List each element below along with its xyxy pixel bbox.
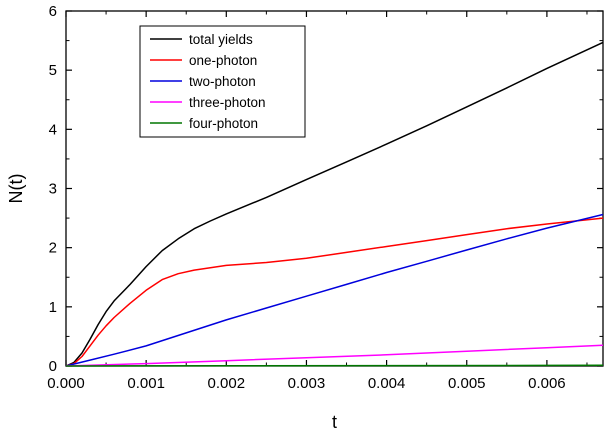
series-line-1 xyxy=(65,41,604,367)
x-axis: 0.000 0.001 0.002 0.003 0.004 0.005 0.006 xyxy=(47,11,588,392)
x-tick-label: 0.000 xyxy=(47,375,85,392)
y-tick-label: 1 xyxy=(49,299,57,316)
legend-label: three-photon xyxy=(189,95,266,110)
legend: total yields one-photon two-photon three-ph… xyxy=(139,25,306,138)
y-axis: 0 1 2 3 4 5 6 xyxy=(49,3,603,375)
series-layer xyxy=(65,41,604,367)
x-tick-label: 0.001 xyxy=(127,375,165,392)
series-line-3 xyxy=(65,213,604,367)
x-tick-label: 0.003 xyxy=(288,375,326,392)
series-line-2 xyxy=(65,217,604,367)
x-tick-label: 0.004 xyxy=(368,375,406,392)
legend-label: total yields xyxy=(189,32,253,47)
legend-label: two-photon xyxy=(189,74,256,89)
y-tick-label: 2 xyxy=(49,240,57,257)
x-axis-title: t xyxy=(332,412,337,432)
x-tick-label: 0.006 xyxy=(528,375,566,392)
x-tick-label: 0.005 xyxy=(448,375,486,392)
y-tick-label: 5 xyxy=(49,62,57,79)
y-tick-label: 4 xyxy=(49,121,57,138)
x-tick-label: 0.002 xyxy=(208,375,246,392)
legend-label: one-photon xyxy=(189,53,257,68)
series-line-4 xyxy=(65,344,604,367)
y-tick-label: 0 xyxy=(49,358,57,375)
y-tick-label: 3 xyxy=(49,181,57,198)
series-line-5 xyxy=(65,364,604,367)
legend-label: four-photon xyxy=(189,116,258,131)
y-tick-label: 6 xyxy=(49,3,57,20)
y-axis-title: N(t) xyxy=(6,174,26,204)
